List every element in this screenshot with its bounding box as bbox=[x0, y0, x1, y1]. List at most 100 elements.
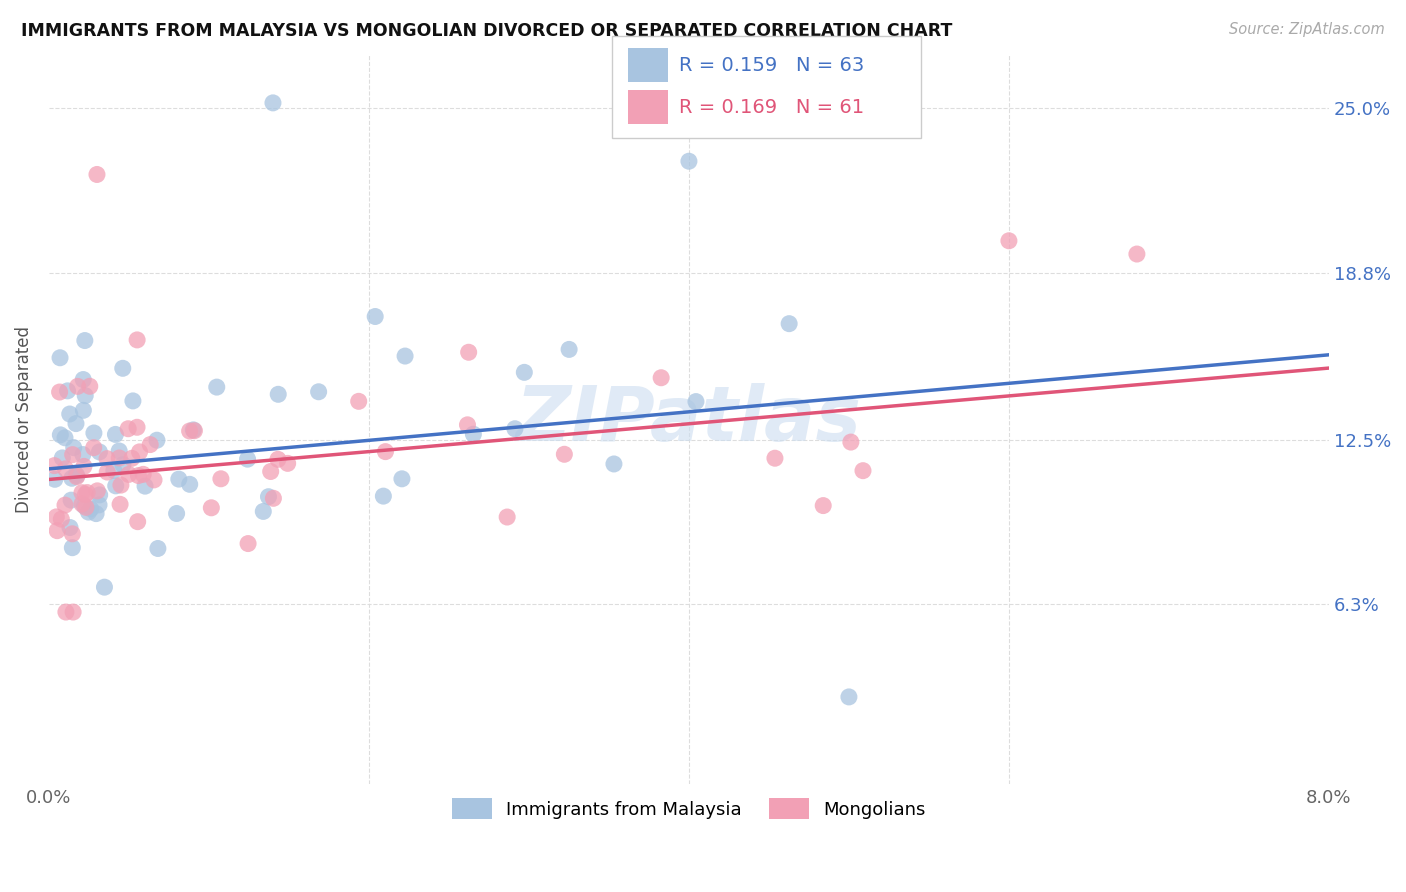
Point bbox=[778, 317, 800, 331]
Text: IMMIGRANTS FROM MALAYSIA VS MONGOLIAN DIVORCED OR SEPARATED CORRELATION CHART: IMMIGRANTS FROM MALAYSIA VS MONGOLIAN DI… bbox=[21, 22, 952, 40]
Point bbox=[513, 365, 536, 379]
Point bbox=[603, 457, 626, 471]
Point bbox=[60, 541, 83, 555]
Point bbox=[205, 380, 228, 394]
Point bbox=[209, 472, 232, 486]
Point bbox=[49, 428, 72, 442]
Point bbox=[70, 497, 93, 511]
Point bbox=[558, 343, 581, 357]
Point bbox=[51, 450, 73, 465]
Point bbox=[86, 168, 108, 182]
Point bbox=[132, 467, 155, 482]
Text: R = 0.169   N = 61: R = 0.169 N = 61 bbox=[679, 97, 865, 117]
Point bbox=[1126, 247, 1149, 261]
Point bbox=[267, 452, 290, 467]
Point bbox=[55, 605, 77, 619]
Point bbox=[394, 349, 416, 363]
Point bbox=[167, 472, 190, 486]
Text: Source: ZipAtlas.com: Source: ZipAtlas.com bbox=[1229, 22, 1385, 37]
Point bbox=[44, 472, 66, 486]
Point bbox=[75, 500, 97, 515]
Point bbox=[62, 441, 84, 455]
Point bbox=[72, 372, 94, 386]
Point bbox=[183, 424, 205, 438]
Point bbox=[72, 448, 94, 462]
Point bbox=[60, 471, 83, 485]
Point bbox=[553, 447, 575, 461]
Point bbox=[83, 425, 105, 440]
Point bbox=[104, 427, 127, 442]
Point bbox=[60, 493, 83, 508]
Point bbox=[813, 499, 835, 513]
Point bbox=[66, 468, 89, 483]
Point bbox=[110, 478, 132, 492]
Point bbox=[364, 310, 387, 324]
Point bbox=[45, 509, 67, 524]
Point bbox=[125, 420, 148, 434]
Point bbox=[122, 393, 145, 408]
Point bbox=[77, 505, 100, 519]
Point bbox=[55, 462, 77, 476]
Point bbox=[257, 490, 280, 504]
Point bbox=[503, 422, 526, 436]
Y-axis label: Divorced or Separated: Divorced or Separated bbox=[15, 326, 32, 513]
Point bbox=[391, 472, 413, 486]
Point bbox=[463, 427, 485, 442]
Point bbox=[179, 424, 201, 438]
Point bbox=[65, 417, 87, 431]
Point bbox=[236, 452, 259, 467]
Point bbox=[104, 479, 127, 493]
Point bbox=[179, 477, 201, 491]
Point bbox=[650, 370, 672, 384]
Point bbox=[73, 459, 96, 474]
Point bbox=[70, 485, 93, 500]
Point bbox=[146, 434, 169, 448]
Point bbox=[59, 520, 82, 534]
Point bbox=[457, 345, 479, 359]
Point bbox=[65, 467, 87, 482]
Point bbox=[46, 524, 69, 538]
Point bbox=[80, 502, 103, 516]
Point bbox=[72, 403, 94, 417]
Point bbox=[108, 444, 131, 458]
Point bbox=[62, 448, 84, 462]
Point bbox=[44, 458, 66, 473]
Point bbox=[236, 536, 259, 550]
Point bbox=[496, 510, 519, 524]
Point bbox=[117, 422, 139, 436]
Point bbox=[66, 469, 89, 483]
Point bbox=[111, 458, 134, 472]
Point bbox=[347, 394, 370, 409]
Point bbox=[252, 504, 274, 518]
Point bbox=[128, 445, 150, 459]
Point bbox=[134, 479, 156, 493]
Point bbox=[49, 351, 72, 365]
Point bbox=[127, 515, 149, 529]
Point bbox=[87, 498, 110, 512]
Point bbox=[373, 489, 395, 503]
Point bbox=[89, 488, 111, 502]
Point bbox=[118, 467, 141, 482]
Point bbox=[62, 605, 84, 619]
Text: ZIPatlas: ZIPatlas bbox=[516, 383, 862, 457]
Point bbox=[127, 468, 149, 483]
Point bbox=[121, 451, 143, 466]
Point bbox=[96, 465, 118, 479]
Point bbox=[59, 407, 82, 421]
Point bbox=[108, 497, 131, 511]
Point bbox=[139, 437, 162, 451]
Point bbox=[456, 417, 478, 432]
Point bbox=[73, 499, 96, 513]
Point bbox=[60, 526, 83, 541]
Point bbox=[127, 333, 149, 347]
Point bbox=[678, 154, 700, 169]
Point bbox=[53, 431, 76, 445]
Point bbox=[93, 580, 115, 594]
Point bbox=[374, 444, 396, 458]
Point bbox=[56, 384, 79, 398]
Point bbox=[181, 423, 204, 437]
Point bbox=[75, 487, 97, 501]
Point bbox=[200, 500, 222, 515]
Point bbox=[143, 473, 166, 487]
Point bbox=[51, 512, 73, 526]
